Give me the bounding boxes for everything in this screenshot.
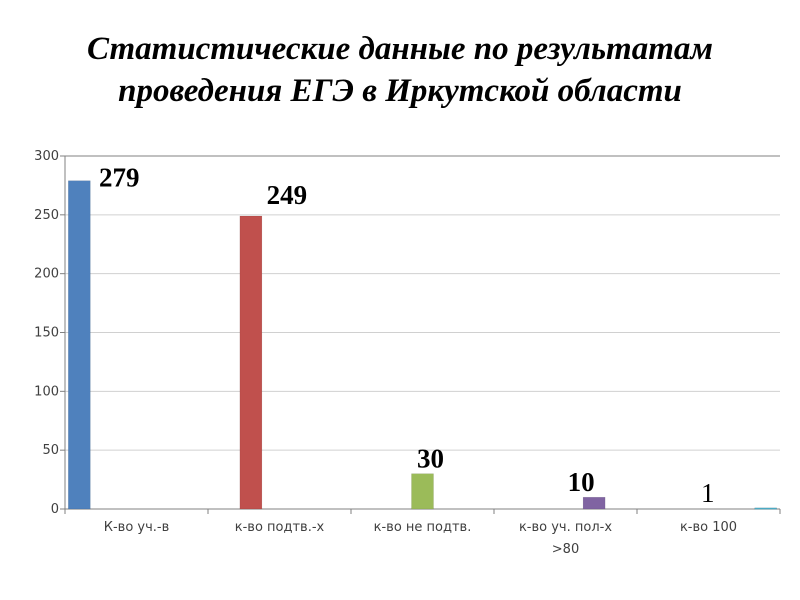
data-label: 1 [701,478,715,508]
y-tick-label: 300 [34,149,59,164]
y-tick-label: 250 [34,208,59,223]
data-label: 30 [417,444,444,474]
y-tick-label: 0 [51,502,59,517]
data-label: 10 [568,467,595,497]
data-label: 279 [99,163,140,193]
bar [582,496,606,510]
data-label: 249 [267,180,308,210]
bar [411,473,434,510]
y-tick-label: 200 [34,267,59,282]
category-label: К-во уч.-в [104,520,170,535]
category-label: к-во подтв.-х [235,520,325,535]
bar [68,180,91,510]
y-tick-label: 150 [34,326,59,341]
category-label: к-во не подтв. [374,520,472,535]
category-label: к-во уч. пол-х [519,520,612,535]
chart-title-line-1: Статистические данные по результатам [87,31,713,67]
y-tick-label: 100 [34,384,59,399]
chart-title: Статистические данные по результатам про… [0,28,800,112]
category-label: >80 [552,542,579,557]
bar [239,215,263,510]
bar [754,507,777,510]
chart-title-line-2: проведения ЕГЭ в Иркутской области [118,73,682,109]
category-label: к-во 100 [680,520,737,535]
y-tick-label: 50 [42,443,59,458]
